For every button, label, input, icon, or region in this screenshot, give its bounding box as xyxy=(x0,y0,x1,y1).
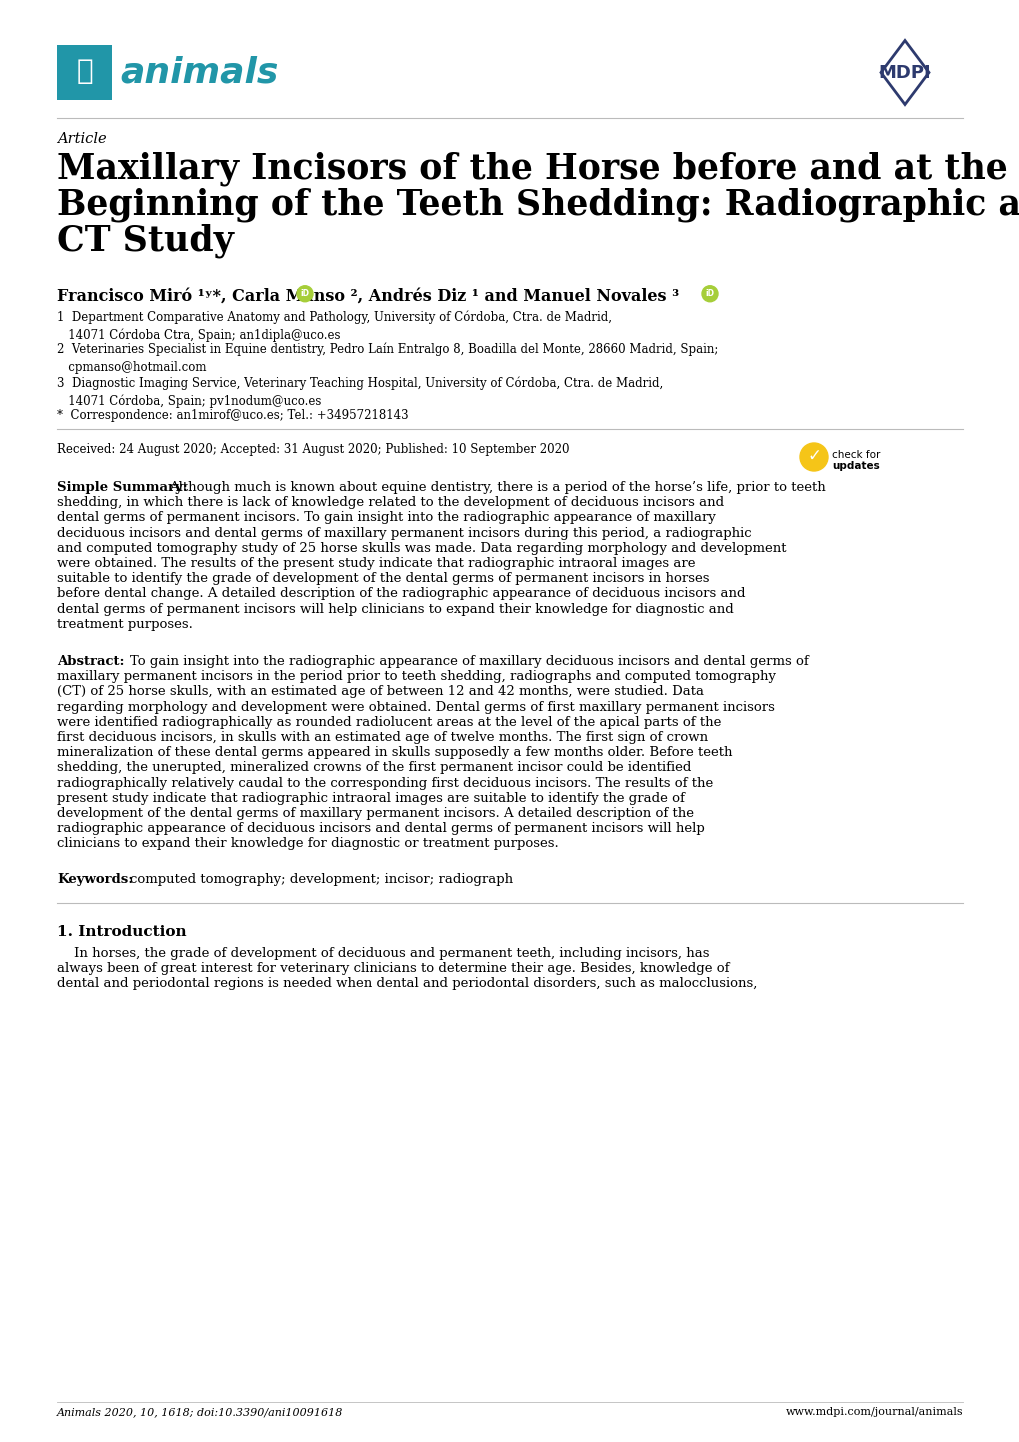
Text: 3  Diagnostic Imaging Service, Veterinary Teaching Hospital, University of Córdo: 3 Diagnostic Imaging Service, Veterinary… xyxy=(57,376,662,408)
Text: (CT) of 25 horse skulls, with an estimated age of between 12 and 42 months, were: (CT) of 25 horse skulls, with an estimat… xyxy=(57,685,703,698)
Text: deciduous incisors and dental germs of maxillary permanent incisors during this : deciduous incisors and dental germs of m… xyxy=(57,526,751,539)
Text: Maxillary Incisors of the Horse before and at the: Maxillary Incisors of the Horse before a… xyxy=(57,151,1007,186)
Text: 1. Introduction: 1. Introduction xyxy=(57,924,186,939)
Text: clinicians to expand their knowledge for diagnostic or treatment purposes.: clinicians to expand their knowledge for… xyxy=(57,838,558,851)
Circle shape xyxy=(701,286,717,301)
FancyBboxPatch shape xyxy=(57,45,112,99)
Text: suitable to identify the grade of development of the dental germs of permanent i: suitable to identify the grade of develo… xyxy=(57,572,709,585)
Circle shape xyxy=(799,443,827,472)
Text: Article: Article xyxy=(57,133,107,146)
Text: Received: 24 August 2020; Accepted: 31 August 2020; Published: 10 September 2020: Received: 24 August 2020; Accepted: 31 A… xyxy=(57,443,569,456)
Text: development of the dental germs of maxillary permanent incisors. A detailed desc: development of the dental germs of maxil… xyxy=(57,808,693,820)
Text: Animals 2020, 10, 1618; doi:10.3390/ani10091618: Animals 2020, 10, 1618; doi:10.3390/ani1… xyxy=(57,1407,343,1417)
Text: before dental change. A detailed description of the radiographic appearance of d: before dental change. A detailed descrip… xyxy=(57,587,745,600)
Text: CT Study: CT Study xyxy=(57,224,233,258)
Text: radiographic appearance of deciduous incisors and dental germs of permanent inci: radiographic appearance of deciduous inc… xyxy=(57,822,704,835)
Text: iD: iD xyxy=(301,290,309,298)
Text: were obtained. The results of the present study indicate that radiographic intra: were obtained. The results of the presen… xyxy=(57,557,695,570)
Text: updates: updates xyxy=(832,461,878,472)
Text: www.mdpi.com/journal/animals: www.mdpi.com/journal/animals xyxy=(785,1407,962,1417)
Text: computed tomography; development; incisor; radiograph: computed tomography; development; inciso… xyxy=(129,872,513,885)
Text: were identified radiographically as rounded radiolucent areas at the level of th: were identified radiographically as roun… xyxy=(57,715,720,728)
Text: dental and periodontal regions is needed when dental and periodontal disorders, : dental and periodontal regions is needed… xyxy=(57,978,757,991)
Text: animals: animals xyxy=(120,55,278,89)
Text: present study indicate that radiographic intraoral images are suitable to identi: present study indicate that radiographic… xyxy=(57,792,684,805)
Text: Keywords:: Keywords: xyxy=(57,872,133,885)
Text: Abstract:: Abstract: xyxy=(57,655,124,668)
Text: radiographically relatively caudal to the corresponding first deciduous incisors: radiographically relatively caudal to th… xyxy=(57,777,712,790)
Text: Although much is known about equine dentistry, there is a period of the horse’s : Although much is known about equine dent… xyxy=(169,482,825,495)
Text: shedding, the unerupted, mineralized crowns of the first permanent incisor could: shedding, the unerupted, mineralized cro… xyxy=(57,761,691,774)
Text: To gain insight into the radiographic appearance of maxillary deciduous incisors: To gain insight into the radiographic ap… xyxy=(129,655,808,668)
Text: and computed tomography study of 25 horse skulls was made. Data regarding morpho: and computed tomography study of 25 hors… xyxy=(57,542,786,555)
Text: Francisco Miró ¹ʸ*, Carla Manso ², Andrés Diz ¹ and Manuel Novales ³: Francisco Miró ¹ʸ*, Carla Manso ², André… xyxy=(57,288,679,306)
Text: check for: check for xyxy=(832,450,879,460)
Text: 2  Veterinaries Specialist in Equine dentistry, Pedro Laín Entralgo 8, Boadilla : 2 Veterinaries Specialist in Equine dent… xyxy=(57,343,717,375)
Text: MDPI: MDPI xyxy=(877,63,930,82)
Circle shape xyxy=(297,286,313,301)
Text: mineralization of these dental germs appeared in skulls supposedly a few months : mineralization of these dental germs app… xyxy=(57,746,732,758)
Text: always been of great interest for veterinary clinicians to determine their age. : always been of great interest for veteri… xyxy=(57,962,729,975)
Text: Beginning of the Teeth Shedding: Radiographic and: Beginning of the Teeth Shedding: Radiogr… xyxy=(57,187,1019,222)
Text: iD: iD xyxy=(705,290,713,298)
Text: *  Correspondence: an1mirof@uco.es; Tel.: +34957218143: * Correspondence: an1mirof@uco.es; Tel.:… xyxy=(57,410,409,423)
Text: In horses, the grade of development of deciduous and permanent teeth, including : In horses, the grade of development of d… xyxy=(57,946,709,959)
Text: 1  Department Comparative Anatomy and Pathology, University of Córdoba, Ctra. de: 1 Department Comparative Anatomy and Pat… xyxy=(57,310,611,342)
Text: Simple Summary:: Simple Summary: xyxy=(57,482,187,495)
Text: dental germs of permanent incisors will help clinicians to expand their knowledg: dental germs of permanent incisors will … xyxy=(57,603,733,616)
Text: 🐈: 🐈 xyxy=(76,56,93,85)
Text: first deciduous incisors, in skulls with an estimated age of twelve months. The : first deciduous incisors, in skulls with… xyxy=(57,731,707,744)
Text: treatment purposes.: treatment purposes. xyxy=(57,617,193,630)
Text: maxillary permanent incisors in the period prior to teeth shedding, radiographs : maxillary permanent incisors in the peri… xyxy=(57,671,775,684)
Text: shedding, in which there is lack of knowledge related to the development of deci: shedding, in which there is lack of know… xyxy=(57,496,723,509)
Text: ✓: ✓ xyxy=(806,447,820,464)
Text: regarding morphology and development were obtained. Dental germs of first maxill: regarding morphology and development wer… xyxy=(57,701,774,714)
Text: dental germs of permanent incisors. To gain insight into the radiographic appear: dental germs of permanent incisors. To g… xyxy=(57,512,715,525)
